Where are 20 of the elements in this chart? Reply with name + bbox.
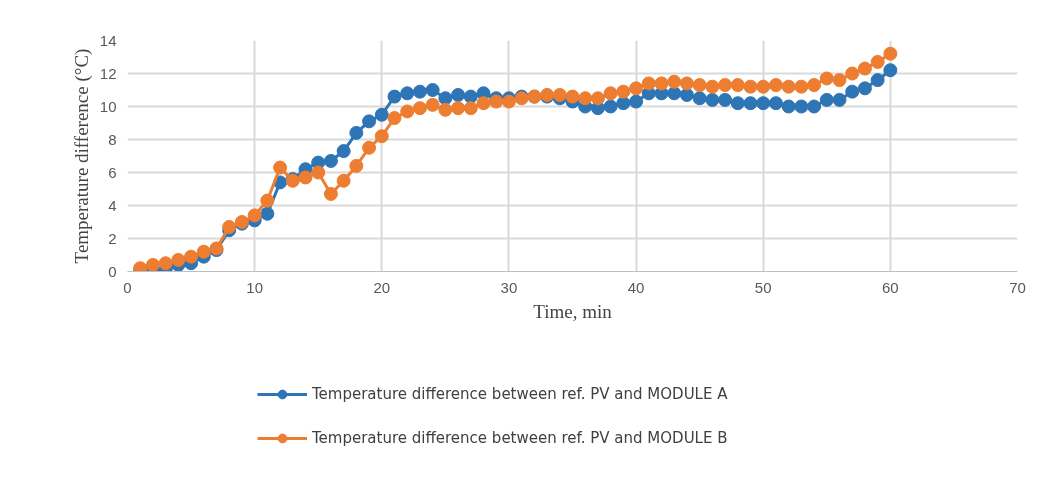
legend-label: Temperature difference between ref. PV and MODULE A [312, 384, 728, 405]
y-tick-label: 8 [108, 130, 117, 148]
y-tick-label: 12 [99, 64, 117, 82]
legend-label: Temperature difference between ref. PV and MODULE B [312, 428, 728, 449]
y-tick-label: 10 [99, 97, 117, 115]
x-tick-label: 0 [123, 278, 132, 296]
y-tick-label: 4 [108, 196, 117, 214]
y-tick-label: 0 [108, 262, 117, 280]
y-tick-label: 2 [108, 229, 117, 247]
x-tick-label: 70 [1009, 278, 1026, 296]
x-tick-label: 30 [500, 278, 518, 296]
x-tick-label: 20 [373, 278, 391, 296]
x-tick-label: 10 [246, 278, 263, 296]
x-tick-label: 50 [754, 278, 772, 296]
x-tick-label: 60 [882, 278, 899, 296]
y-tick-label: 14 [99, 31, 117, 49]
x-axis-title: Time, min [533, 300, 613, 322]
x-tick-label: 40 [627, 278, 645, 296]
y-axis-title: Temperature difference (°C) [70, 48, 93, 264]
y-tick-label: 6 [108, 163, 117, 181]
